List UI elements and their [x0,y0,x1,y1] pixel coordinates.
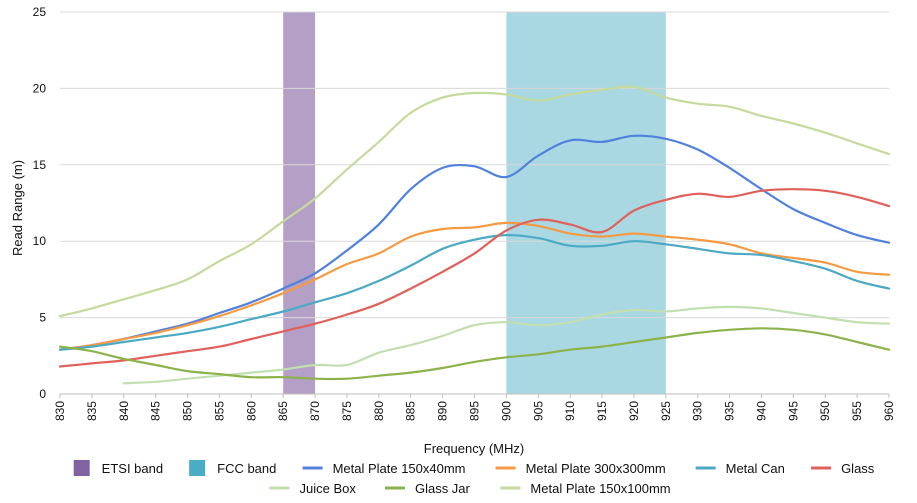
x-tick-label: 845 [149,401,163,421]
legend-label-glass-jar: Glass Jar [415,481,471,496]
x-tick-label: 910 [563,401,577,421]
x-tick-label: 860 [244,401,258,421]
legend-label-metal-can: Metal Can [726,461,785,476]
y-tick-label: 5 [39,311,46,325]
x-tick-label: 850 [181,401,195,421]
y-tick-label: 0 [39,387,46,401]
series-line-metal-plate-300x300mm [58,221,891,351]
y-axis-title: Read Range (m) [10,160,25,256]
x-tick-label: 865 [276,401,290,421]
x-tick-label: 855 [212,401,226,421]
series-line-glass-jar [58,327,891,381]
legend-label-glass: Glass [841,461,875,476]
y-tick-label: 25 [33,5,47,19]
legend-swatch-etsi-band [73,460,90,476]
frequency-bands [283,12,666,394]
x-tick-label: 930 [691,401,705,421]
x-tick-label: 895 [468,401,482,421]
x-tick-labels: 830 835 840 845 850 855 860 865 870 875 880 885 890 8… [53,401,896,421]
x-tick-label: 830 [53,401,67,421]
legend-label-metal-plate-150x40mm: Metal Plate 150x40mm [333,461,466,476]
legend-swatch-fcc-band [189,460,206,476]
y-tick-label: 10 [33,234,47,248]
legend-label-juice-box: Juice Box [300,481,357,496]
x-tick-label: 890 [436,401,450,421]
x-tick-label: 960 [882,401,896,421]
gridlines [60,11,889,319]
band-fcc-band [506,12,666,394]
legend-label-metal-plate-150x100mm: Metal Plate 150x100mm [530,481,670,496]
x-tick-label: 870 [308,401,322,421]
x-tick-label: 875 [340,401,354,421]
x-tick-label: 955 [850,401,864,421]
series-line-glass [58,188,891,368]
y-tick-label: 15 [33,158,47,172]
x-tick-label: 905 [531,401,545,421]
x-tick-label: 920 [627,401,641,421]
legend: ETSI band FCC band Metal Plate 150x40mm Met… [73,460,875,496]
y-tick-labels: 0 5 10 15 20 25 [33,5,47,401]
x-tick-label: 950 [818,401,832,421]
legend-label-fcc-band: FCC band [217,461,276,476]
x-tick-label: 925 [659,401,673,421]
x-tick-label: 885 [404,401,418,421]
axes [59,393,890,398]
y-tick-label: 20 [33,81,47,95]
series-line-juice-box [122,305,891,385]
x-tick-label: 935 [723,401,737,421]
x-tick-label: 840 [117,401,131,421]
x-tick-label: 835 [85,401,99,421]
x-tick-label: 915 [595,401,609,421]
series-line-metal-plate-150x100mm [58,85,891,318]
x-tick-label: 900 [499,401,513,421]
x-axis-title: Frequency (MHz) [424,441,524,456]
series-line-metal-can [58,233,891,351]
x-tick-label: 880 [372,401,386,421]
series-lines [58,85,891,385]
legend-label-metal-plate-300x300mm: Metal Plate 300x300mm [526,461,666,476]
series-line-metal-plate-150x40mm [58,134,891,351]
x-tick-label: 940 [754,401,768,421]
x-tick-label: 945 [786,401,800,421]
legend-label-etsi-band: ETSI band [102,461,163,476]
